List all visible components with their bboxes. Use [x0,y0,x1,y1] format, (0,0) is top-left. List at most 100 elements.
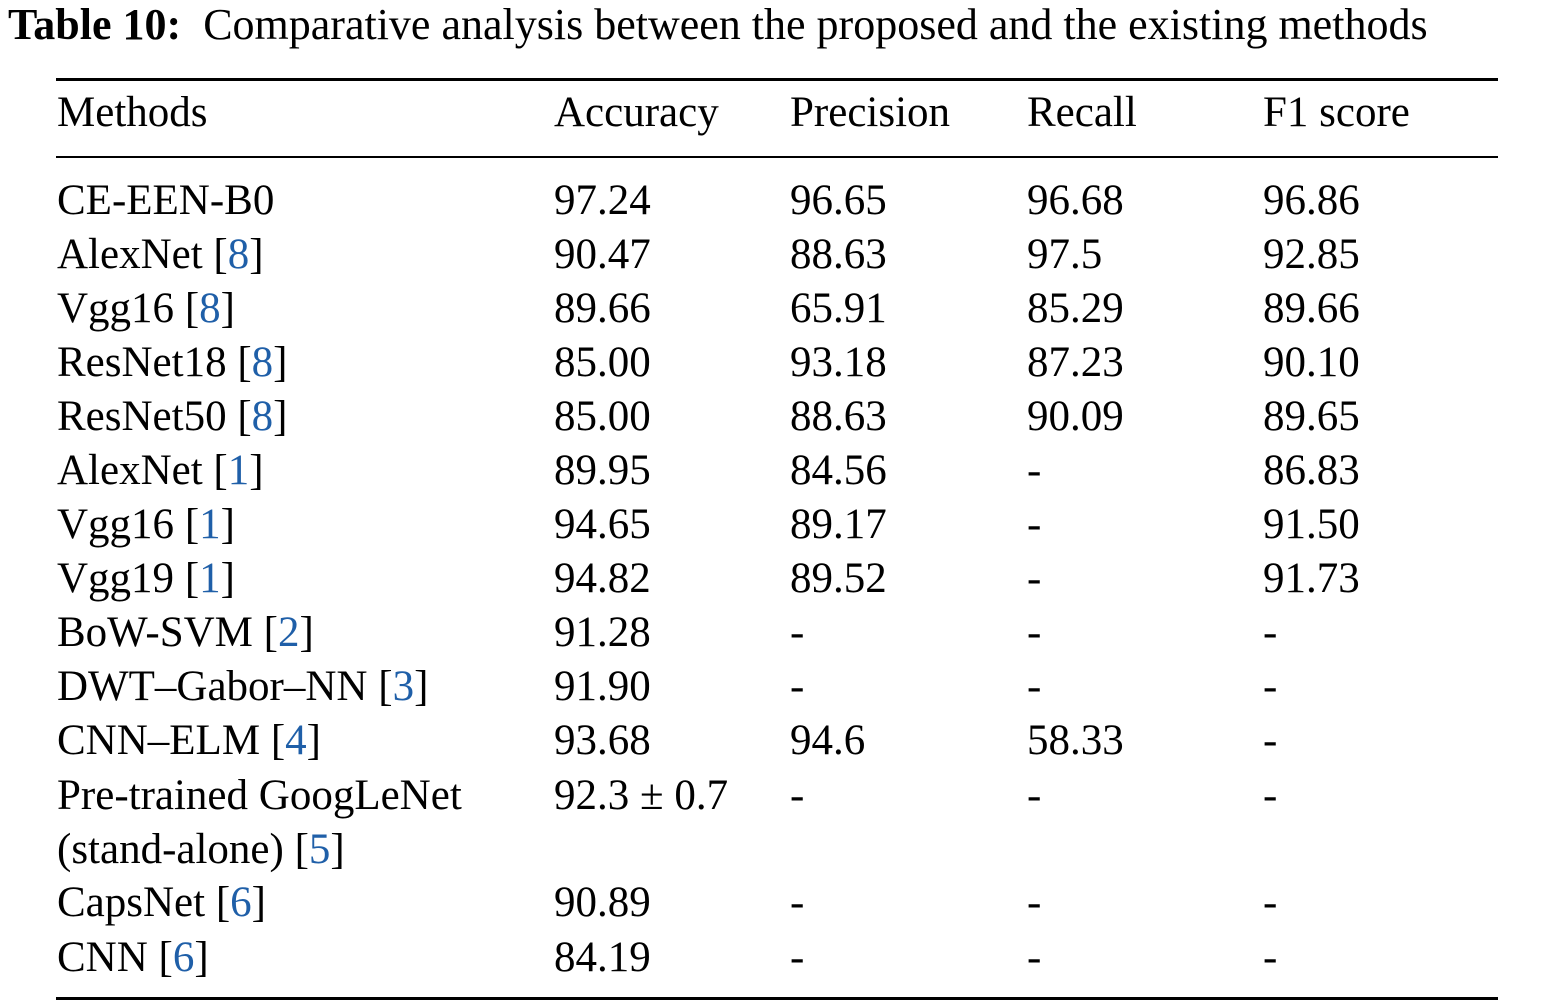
citation-link[interactable]: 4 [285,717,307,764]
citation-link[interactable]: 5 [308,826,331,873]
citation-link[interactable]: 8 [251,339,274,386]
accuracy-cell: 85.00 [554,393,651,440]
header-accuracy: Accuracy [554,89,719,136]
table-bottom-rule [56,997,1498,1000]
precision-cell: 93.18 [790,339,887,386]
precision-cell: - [790,879,805,926]
f1-score-cell: 90.10 [1263,339,1360,386]
f1-score-cell: - [1263,879,1278,926]
citation-link[interactable]: 1 [199,555,221,602]
citation-link[interactable]: 8 [251,393,274,440]
recall-cell: 85.29 [1027,285,1124,332]
method-cell: CNN [6] [57,934,209,981]
header-precision: Precision [790,89,951,136]
method-name: Vgg16 [57,285,175,332]
f1-score-cell: - [1263,663,1278,710]
accuracy-cell: 94.65 [554,501,651,548]
method-cell: Vgg16 [1] [57,501,235,548]
method-cell: DWT–Gabor–NN [3] [57,663,429,710]
precision-cell: 88.63 [790,393,887,440]
f1-score-cell: - [1263,934,1278,981]
citation-link[interactable]: 8 [199,285,221,332]
method-name: CNN–ELM [57,717,261,764]
f1-score-cell: 91.73 [1263,555,1360,602]
table-top-rule [56,78,1498,81]
caption-label: Table 10: [8,0,182,49]
f1-score-cell: 91.50 [1263,501,1360,548]
recall-cell: - [1027,879,1042,926]
method-cell: CapsNet [6] [57,879,266,926]
accuracy-cell: 97.24 [554,177,651,224]
accuracy-cell: 90.89 [554,879,651,926]
method-name: CE-EEN-B0 [57,177,275,224]
method-name-line2: (stand-alone) [57,826,284,873]
method-name: ResNet18 [57,339,227,386]
recall-cell: - [1027,555,1042,602]
method-cell-continued: (stand-alone) [5] [57,826,345,873]
method-name: DWT–Gabor–NN [57,663,368,710]
f1-score-cell: 86.83 [1263,447,1360,494]
citation-link[interactable]: 8 [227,231,250,278]
f1-score-cell: - [1263,609,1278,656]
accuracy-cell: 89.95 [554,447,651,494]
citation-link[interactable]: 6 [230,879,252,926]
method-cell: Pre-trained GoogLeNet [57,769,462,823]
method-name: CapsNet [57,879,206,926]
precision-cell: 89.17 [790,501,887,548]
f1-score-cell: 89.65 [1263,393,1360,440]
accuracy-cell: 90.47 [554,231,651,278]
method-name: Vgg16 [57,501,175,548]
recall-cell: - [1027,934,1042,981]
precision-cell: - [790,772,805,819]
header-recall: Recall [1027,89,1137,136]
recall-cell: - [1027,609,1042,656]
method-cell: AlexNet [1] [57,447,264,494]
method-cell: Vgg16 [8] [57,285,235,332]
recall-cell: 90.09 [1027,393,1124,440]
table-header-rule [56,156,1498,158]
method-cell: BoW-SVM [2] [57,609,314,656]
method-name: BoW-SVM [57,609,253,656]
accuracy-cell: 84.19 [554,934,651,981]
method-cell: CNN–ELM [4] [57,717,321,764]
recall-cell: - [1027,501,1042,548]
citation-link[interactable]: 1 [199,501,221,548]
accuracy-cell: 91.28 [554,609,651,656]
precision-cell: 89.52 [790,555,887,602]
recall-cell: 97.5 [1027,231,1103,278]
citation-link[interactable]: 1 [227,447,250,494]
f1-score-cell: 96.86 [1263,177,1360,224]
table-caption: Table 10: Comparative analysis between t… [8,0,1428,50]
recall-cell: 96.68 [1027,177,1124,224]
recall-cell: - [1027,663,1042,710]
method-name: AlexNet [57,231,203,278]
recall-cell: - [1027,447,1042,494]
precision-cell: 88.63 [790,231,887,278]
f1-score-cell: 89.66 [1263,285,1360,332]
precision-cell: 84.56 [790,447,887,494]
method-cell: CE-EEN-B0 [57,174,274,228]
precision-cell: - [790,934,805,981]
citation-link[interactable]: 6 [172,934,195,981]
citation-link[interactable]: 2 [278,609,300,656]
f1-score-cell: - [1263,717,1278,764]
caption-text: Comparative analysis between the propose… [203,0,1428,49]
header-methods: Methods [57,89,208,136]
accuracy-cell: 93.68 [554,717,651,764]
recall-cell: - [1027,772,1042,819]
method-name: Pre-trained GoogLeNet [57,772,462,819]
accuracy-cell: 94.82 [554,555,651,602]
accuracy-cell: 91.90 [554,663,651,710]
method-cell: AlexNet [8] [57,231,264,278]
f1-score-cell: - [1263,772,1278,819]
precision-cell: 96.65 [790,177,887,224]
method-name: CNN [57,934,148,981]
method-name: Vgg19 [57,555,175,602]
method-name: AlexNet [57,447,203,494]
accuracy-cell: 85.00 [554,339,651,386]
citation-link[interactable]: 3 [392,663,415,710]
accuracy-cell: 92.3 ± 0.7 [554,772,729,819]
method-cell: ResNet50 [8] [57,393,288,440]
f1-score-cell: 92.85 [1263,231,1360,278]
header-f1-score: F1 score [1263,89,1410,136]
